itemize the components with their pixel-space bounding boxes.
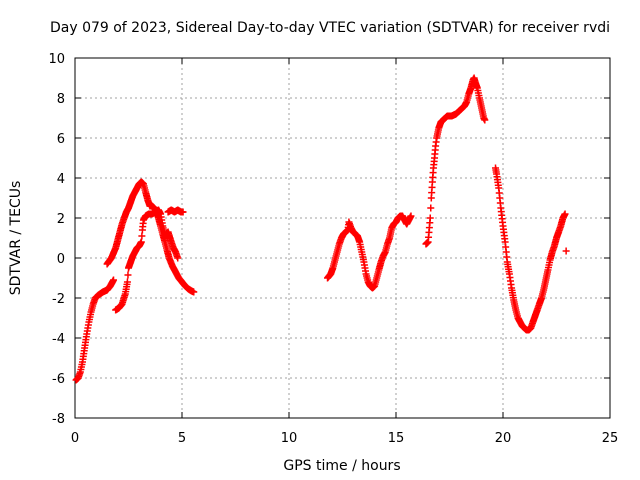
data-point (179, 208, 187, 216)
y-tick-label: -4 (52, 332, 65, 347)
data-point (190, 288, 198, 296)
x-tick-label: 25 (602, 431, 619, 446)
data-point (561, 210, 569, 218)
series-track-4 (164, 206, 187, 216)
data-point (137, 238, 145, 246)
x-axis-label: GPS time / hours (283, 458, 400, 474)
data-point (407, 212, 415, 220)
data-point (110, 276, 118, 284)
y-axis-label: SDTVAR / TECUs (8, 181, 24, 296)
data-point (174, 254, 182, 262)
data-point (426, 214, 434, 222)
axis-ticks: 0 5 10 15 20 25 -8 -6 -4 -2 0 2 4 6 8 10 (48, 52, 618, 446)
y-tick-label: 6 (57, 132, 65, 147)
x-tick-label: 15 (388, 431, 405, 446)
series-track-1 (72, 276, 118, 384)
data-point (138, 232, 146, 240)
grid-lines (75, 58, 610, 418)
series-track-3 (112, 206, 182, 314)
x-tick-label: 5 (178, 431, 186, 446)
y-tick-label: 4 (57, 172, 65, 187)
data-point (481, 116, 489, 124)
data-point (123, 278, 131, 286)
data-point (427, 204, 435, 212)
y-tick-label: -8 (52, 412, 65, 427)
data-point (562, 247, 570, 255)
series-track-6 (422, 74, 489, 248)
y-tick-label: 0 (57, 252, 65, 267)
y-tick-label: 8 (57, 92, 65, 107)
x-tick-label: 20 (495, 431, 512, 446)
series-track-7 (492, 164, 569, 334)
series-track-2 (103, 178, 198, 296)
y-tick-label: 2 (57, 212, 65, 227)
y-tick-label: 10 (48, 52, 65, 67)
series-track-8 (562, 247, 570, 255)
chart-title: Day 079 of 2023, Sidereal Day-to-day VTE… (50, 20, 610, 36)
y-tick-label: -2 (52, 292, 65, 307)
x-tick-label: 0 (71, 431, 79, 446)
data-points (72, 74, 570, 384)
series-track-5 (324, 212, 415, 292)
x-tick-label: 10 (281, 431, 298, 446)
y-tick-label: -6 (52, 372, 65, 387)
plot-frame (74, 57, 611, 419)
data-point (124, 271, 132, 279)
